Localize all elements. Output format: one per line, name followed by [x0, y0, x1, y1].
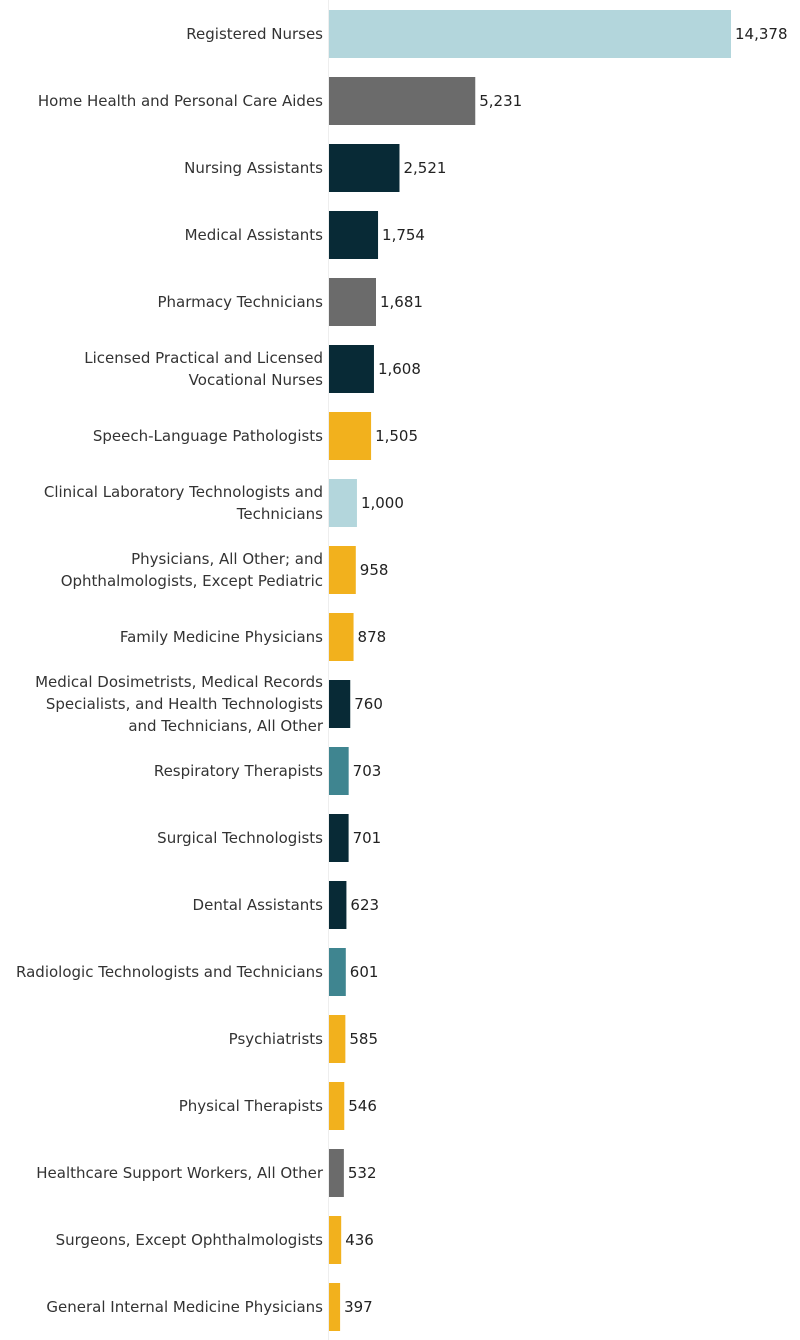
bars-group	[329, 10, 731, 1331]
bar	[329, 144, 400, 192]
category-label-line: Licensed Practical and Licensed	[84, 349, 323, 367]
category-label-line: Psychiatrists	[229, 1030, 323, 1048]
category-label: Psychiatrists	[229, 1030, 323, 1048]
category-label-line: Vocational Nurses	[189, 371, 324, 389]
bar	[329, 278, 376, 326]
bar	[329, 1015, 346, 1063]
category-label-line: and Technicians, All Other	[128, 717, 324, 735]
value-label: 5,231	[479, 92, 522, 110]
bar	[329, 1283, 341, 1331]
bar	[329, 479, 357, 527]
value-label: 958	[360, 561, 389, 579]
category-label-line: Dental Assistants	[193, 896, 324, 914]
bar	[329, 412, 372, 460]
category-label: Dental Assistants	[193, 896, 324, 914]
category-labels-group: Registered Nurses Home Health and Persona…	[16, 25, 324, 1316]
category-label-line: Medical Assistants	[185, 226, 324, 244]
category-label-line: Healthcare Support Workers, All Other	[36, 1164, 324, 1182]
value-label: 1,505	[375, 427, 418, 445]
category-label: Family Medicine Physicians	[120, 628, 323, 646]
category-label: Clinical Laboratory Technologists and Tec…	[44, 483, 323, 523]
value-label: 585	[349, 1030, 378, 1048]
category-label-line: Home Health and Personal Care Aides	[38, 92, 323, 110]
category-label-line: Pharmacy Technicians	[157, 293, 323, 311]
value-label: 397	[344, 1298, 373, 1316]
category-label: Registered Nurses	[186, 25, 323, 43]
bar	[329, 747, 349, 795]
category-label-line: Registered Nurses	[186, 25, 323, 43]
value-label: 760	[354, 695, 383, 713]
bar	[329, 1149, 344, 1197]
bar	[329, 680, 351, 728]
category-label-line: Medical Dosimetrists, Medical Records	[35, 673, 323, 691]
category-label: Speech-Language Pathologists	[93, 427, 323, 445]
category-label: Surgical Technologists	[157, 829, 323, 847]
category-label: Physical Therapists	[179, 1097, 323, 1115]
category-label-line: Technicians	[236, 505, 323, 523]
value-label: 878	[358, 628, 387, 646]
bar	[329, 948, 346, 996]
category-label-line: Radiologic Technologists and Technicians	[16, 963, 323, 981]
category-label: Pharmacy Technicians	[157, 293, 323, 311]
category-label-line: Specialists, and Health Technologists	[46, 695, 323, 713]
category-label-line: Nursing Assistants	[184, 159, 323, 177]
category-label-line: Physical Therapists	[179, 1097, 323, 1115]
category-label: Licensed Practical and Licensed Vocationa…	[84, 349, 323, 389]
bar	[329, 77, 476, 125]
category-label: General Internal Medicine Physicians	[46, 1298, 323, 1316]
bar	[329, 1216, 342, 1264]
value-label: 1,681	[380, 293, 423, 311]
value-label: 2,521	[403, 159, 446, 177]
category-label: Physicians, All Other; and Ophthalmologis…	[61, 550, 323, 590]
bar	[329, 1082, 345, 1130]
category-label: Medical Dosimetrists, Medical Records Spe…	[35, 673, 324, 735]
value-label: 532	[348, 1164, 377, 1182]
value-label: 14,378	[735, 25, 788, 43]
category-label: Surgeons, Except Ophthalmologists	[56, 1231, 324, 1249]
value-label: 1,754	[382, 226, 425, 244]
value-label: 1,608	[378, 360, 421, 378]
value-label: 703	[353, 762, 382, 780]
value-label: 1,000	[361, 494, 404, 512]
bar	[329, 814, 349, 862]
bar	[329, 345, 374, 393]
category-label-line: Speech-Language Pathologists	[93, 427, 323, 445]
value-label: 623	[350, 896, 379, 914]
category-label: Home Health and Personal Care Aides	[38, 92, 323, 110]
category-label-line: Physicians, All Other; and	[131, 550, 323, 568]
bar	[329, 211, 379, 259]
category-label: Respiratory Therapists	[154, 762, 323, 780]
category-label-line: Respiratory Therapists	[154, 762, 323, 780]
category-label: Medical Assistants	[185, 226, 324, 244]
bar	[329, 10, 731, 58]
category-label-line: Surgeons, Except Ophthalmologists	[56, 1231, 324, 1249]
category-label: Healthcare Support Workers, All Other	[36, 1164, 324, 1182]
bar	[329, 881, 347, 929]
value-label: 701	[353, 829, 382, 847]
category-label: Radiologic Technologists and Technicians	[16, 963, 323, 981]
category-label: Nursing Assistants	[184, 159, 323, 177]
category-label-line: Ophthalmologists, Except Pediatric	[61, 572, 323, 590]
category-label-line: Surgical Technologists	[157, 829, 323, 847]
value-labels-group: 14,378 5,231 2,521 1,754 1,681 1,608 1,505 1,00…	[344, 25, 787, 1316]
value-label: 546	[348, 1097, 377, 1115]
category-label-line: Clinical Laboratory Technologists and	[44, 483, 323, 501]
bar	[329, 546, 356, 594]
value-label: 601	[350, 963, 379, 981]
category-label-line: General Internal Medicine Physicians	[46, 1298, 323, 1316]
category-label-line: Family Medicine Physicians	[120, 628, 323, 646]
value-label: 436	[345, 1231, 374, 1249]
bar	[329, 613, 354, 661]
